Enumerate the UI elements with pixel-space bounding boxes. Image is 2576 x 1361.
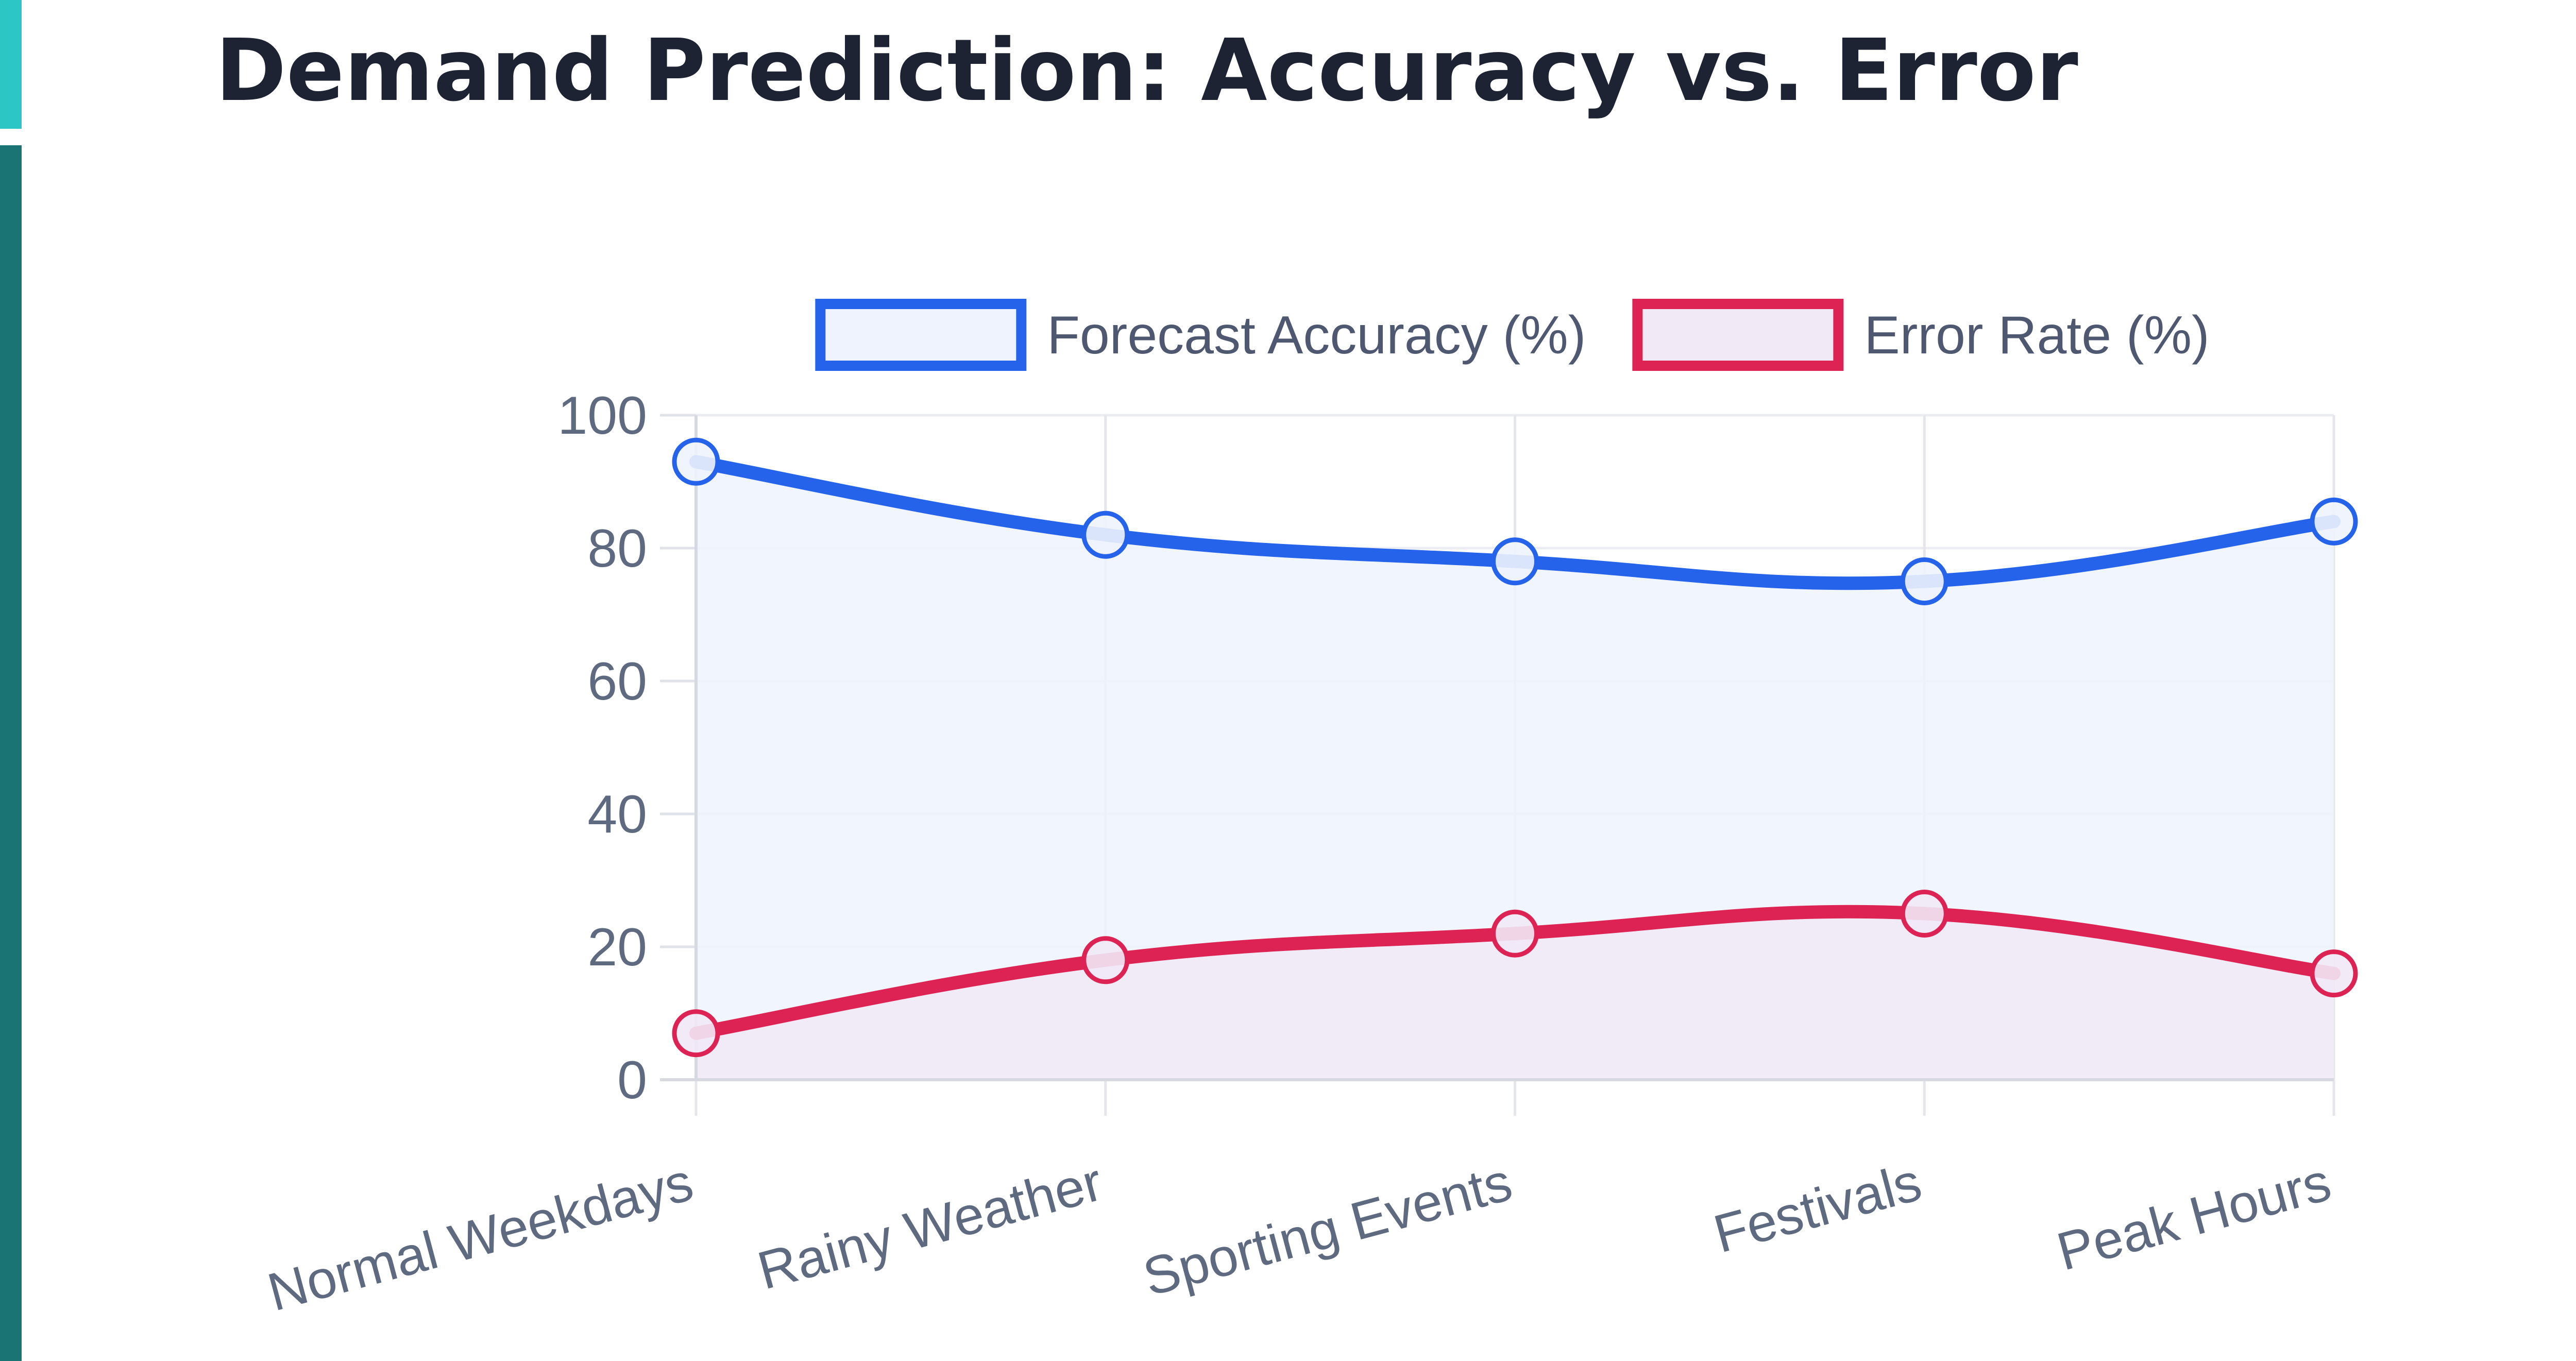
y-tick-label: 40 <box>587 785 647 844</box>
legend-item-1[interactable]: Error Rate (%) <box>1632 299 2210 371</box>
legend-label: Forecast Accuracy (%) <box>1047 305 1586 365</box>
legend-label: Error Rate (%) <box>1864 305 2209 365</box>
y-tick-label: 20 <box>587 917 647 977</box>
data-point <box>672 1009 720 1058</box>
y-tick-label: 100 <box>557 386 647 446</box>
accent-bar-side <box>0 145 22 1361</box>
data-point <box>2310 949 2358 998</box>
data-point <box>1081 936 1130 984</box>
y-axis-ticks: 0 20 40 60 80 100 <box>557 386 647 1110</box>
x-tick-label: Rainy Weather <box>752 1152 1109 1301</box>
y-tick-label: 80 <box>587 519 647 579</box>
x-tick-label: Sporting Events <box>1137 1152 1518 1307</box>
x-tick-label: Festivals <box>1708 1152 1927 1264</box>
y-tick-label: 60 <box>587 652 647 711</box>
data-point <box>672 437 720 486</box>
legend-swatch <box>815 299 1027 371</box>
accent-bar-top <box>0 0 22 129</box>
x-tick-label: Peak Hours <box>2051 1152 2337 1282</box>
series-area-1 <box>696 911 2334 1080</box>
y-tick-label: 0 <box>617 1050 647 1110</box>
axes <box>660 415 2334 1081</box>
data-point <box>1491 909 1539 958</box>
x-tick-label: Normal Weekdays <box>262 1152 699 1322</box>
x-axis-ticks: Normal Weekdays Rainy Weather Sporting Eve… <box>262 1152 2337 1322</box>
legend-item-0[interactable]: Forecast Accuracy (%) <box>815 299 1586 371</box>
legend[interactable]: Forecast Accuracy (%) Error Rate (%) <box>815 299 2210 371</box>
chart-title: Demand Prediction: Accuracy vs. Error <box>215 21 2078 121</box>
data-point <box>1491 537 1539 586</box>
data-point <box>1081 511 1130 559</box>
data-point <box>1900 557 1948 605</box>
data-points <box>672 437 2358 1058</box>
data-point <box>2310 497 2358 546</box>
legend-swatch <box>1632 299 1844 371</box>
data-point <box>1900 890 1948 938</box>
